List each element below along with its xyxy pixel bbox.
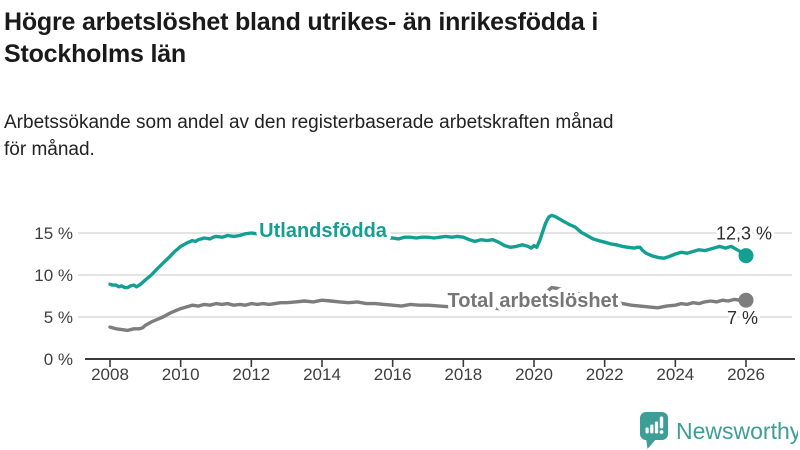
series-line-total xyxy=(108,285,748,333)
x-tick-label: 2014 xyxy=(303,365,341,384)
x-tick-label: 2016 xyxy=(374,365,412,384)
y-tick-label: 0 % xyxy=(44,350,73,369)
series-label-total: Total arbetslöshet xyxy=(448,290,619,312)
unemployment-line-chart: 0 % 5 % 10 % 15 % 2008 2010 2012 2014 2016 2018 20… xyxy=(34,213,795,384)
x-tick-label: 2018 xyxy=(444,365,482,384)
x-tick-label: 2012 xyxy=(232,365,270,384)
y-tick-label: 15 % xyxy=(34,224,73,243)
end-value-label-utlandsfodda: 12,3 % xyxy=(716,224,772,244)
x-tick-label: 2024 xyxy=(656,365,694,384)
chart-subtitle-line2: för månad. xyxy=(4,138,95,160)
y-tick-label: 10 % xyxy=(34,266,73,285)
x-tick-label: 2010 xyxy=(162,365,200,384)
chart-title-line2: Stockholms län xyxy=(4,40,186,68)
x-tick-label: 2026 xyxy=(727,365,765,384)
newsworthy-logo-text: Newsworthy xyxy=(676,418,798,444)
chart-title-line1: Högre arbetslöshet bland utrikes- än inr… xyxy=(4,8,599,36)
series-label-utlandsfodda: Utlandsfödda xyxy=(259,220,388,242)
chart-subtitle-line1: Arbetssökande som andel av den registerb… xyxy=(4,112,614,133)
x-tick-label: 2020 xyxy=(515,365,553,384)
bar-chart-speech-bubble-icon xyxy=(640,412,668,449)
end-value-label-total: 7 % xyxy=(727,308,758,328)
y-tick-label: 5 % xyxy=(44,308,73,327)
newsworthy-logo[interactable]: Newsworthy xyxy=(630,403,798,450)
chart-title: Högre arbetslöshet bland utrikes- än inr… xyxy=(4,6,796,70)
x-tick-label: 2022 xyxy=(586,365,624,384)
series-end-dot-total xyxy=(738,292,754,308)
series-end-dot-utlandsfodda xyxy=(738,248,754,264)
series-line-utlandsfodda xyxy=(108,213,748,290)
chart-subtitle: Arbetssökande som andel av den registerb… xyxy=(4,110,792,163)
x-tick-label: 2008 xyxy=(91,365,129,384)
